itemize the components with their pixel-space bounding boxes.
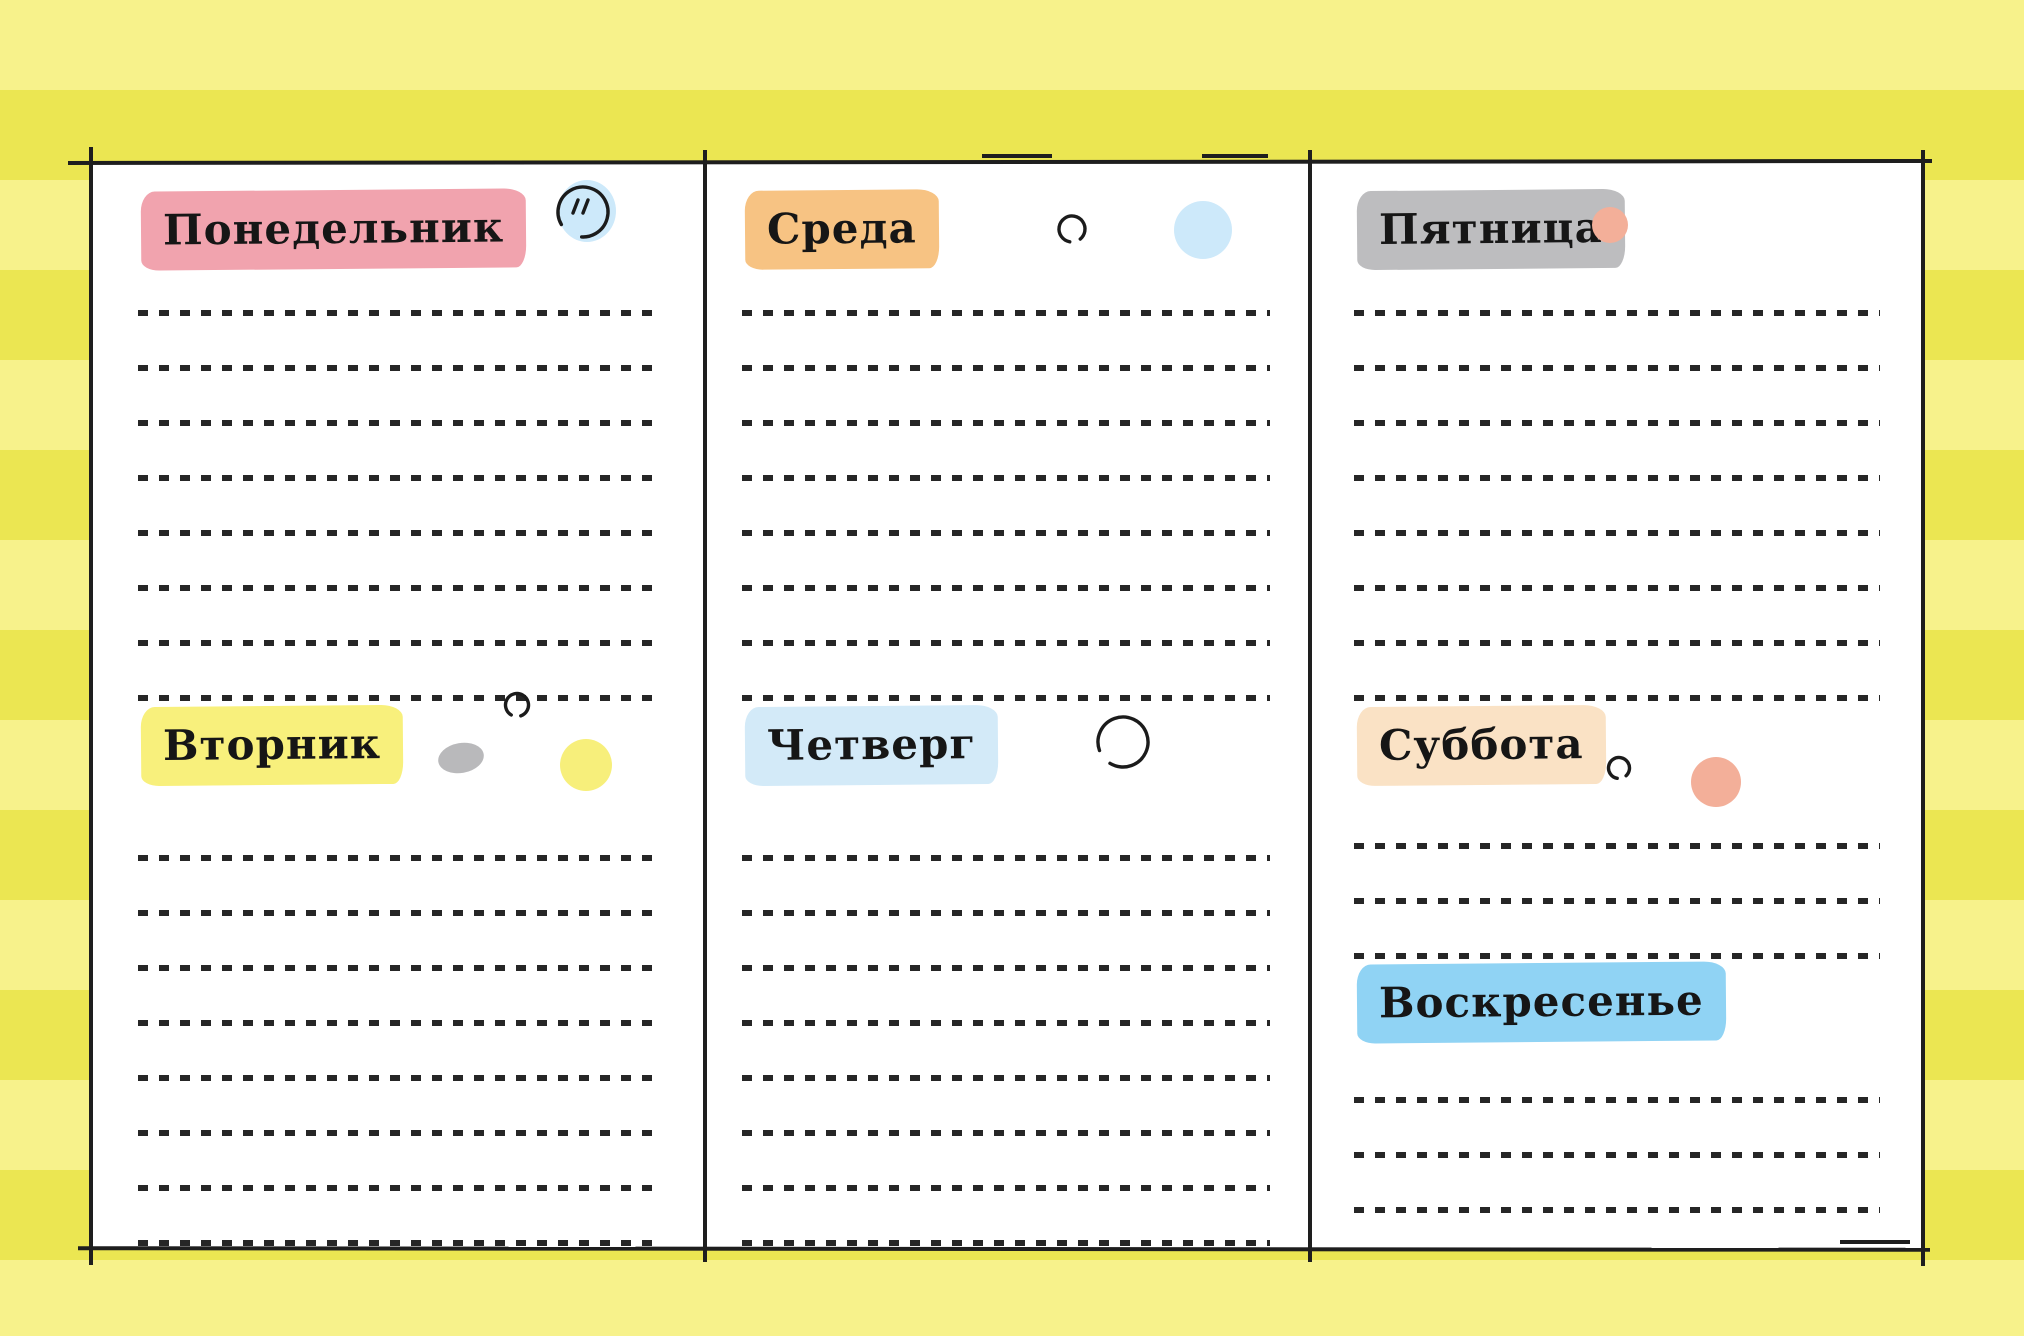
- ruled-line: [138, 855, 655, 861]
- day-lines-tuesday: [138, 855, 655, 1295]
- day-label-wednesday: Среда: [744, 189, 940, 270]
- ruled-line: [1354, 640, 1880, 646]
- column-divider-1: [703, 150, 707, 1262]
- gray-dot-icon: [438, 742, 484, 774]
- ruled-line: [742, 695, 1270, 701]
- ruled-line: [1354, 843, 1880, 849]
- border-overstroke: [1840, 1240, 1910, 1244]
- scribble-circle-icon: [503, 691, 531, 719]
- scribble-circle-icon: [1096, 715, 1150, 769]
- ruled-line: [138, 910, 655, 916]
- ruled-line: [742, 910, 1270, 916]
- page-border-top: [67, 159, 1933, 165]
- ruled-line: [138, 475, 655, 481]
- ruled-line: [138, 310, 655, 316]
- ruled-line: [742, 965, 1270, 971]
- scribble-circle-icon: [1606, 755, 1632, 781]
- day-lines-sunday: [1354, 1097, 1880, 1262]
- scribble-circle-icon: [556, 185, 610, 239]
- page-border-right: [1921, 150, 1925, 1266]
- tick-marks-icon: [571, 198, 590, 215]
- ruled-line: [138, 1075, 655, 1081]
- ruled-line: [1354, 530, 1880, 536]
- day-lines-friday: [1354, 310, 1880, 750]
- ruled-line: [742, 1075, 1270, 1081]
- day-lines-thursday: [742, 855, 1270, 1295]
- ruled-line: [138, 640, 655, 646]
- ruled-line: [1354, 898, 1880, 904]
- ruled-line: [742, 855, 1270, 861]
- blue-dot-icon: [1174, 201, 1232, 259]
- day-label-monday: Понедельник: [140, 188, 527, 271]
- ruled-line: [138, 695, 655, 701]
- ruled-line: [138, 420, 655, 426]
- blue-blob-scribbled-circle-icon: [556, 180, 616, 242]
- ruled-line: [1354, 365, 1880, 371]
- ruled-line: [742, 365, 1270, 371]
- ruled-line: [1354, 475, 1880, 481]
- ruled-line: [138, 965, 655, 971]
- ruled-line: [742, 420, 1270, 426]
- ruled-line: [138, 1185, 655, 1191]
- page-border-left: [89, 147, 93, 1265]
- day-lines-saturday: [1354, 843, 1880, 1008]
- ruled-line: [138, 585, 655, 591]
- day-label-friday: Пятница: [1356, 188, 1626, 271]
- day-lines-monday: [138, 310, 655, 750]
- ruled-line: [138, 365, 655, 371]
- border-overstroke: [1202, 154, 1268, 158]
- yellow-dot-icon: [560, 739, 612, 791]
- ruled-line: [1354, 310, 1880, 316]
- ruled-line: [742, 475, 1270, 481]
- ruled-line: [742, 585, 1270, 591]
- ruled-line: [138, 530, 655, 536]
- ruled-line: [742, 530, 1270, 536]
- salmon-dot-icon: [1592, 207, 1628, 243]
- ruled-line: [1354, 953, 1880, 959]
- ruled-line: [742, 640, 1270, 646]
- border-overstroke: [982, 154, 1052, 158]
- ruled-line: [1354, 1152, 1880, 1158]
- planner-page: Понедельник Вторник Среда Четверг Пятниц…: [67, 147, 1933, 1266]
- ruled-line: [138, 1240, 655, 1246]
- ruled-line: [1354, 1097, 1880, 1103]
- scribble-circle-icon: [1057, 214, 1087, 244]
- ruled-line: [742, 1240, 1270, 1246]
- ruled-line: [1354, 420, 1880, 426]
- salmon-dot-icon: [1691, 757, 1741, 807]
- column-divider-2: [1308, 150, 1312, 1262]
- ruled-line: [742, 1130, 1270, 1136]
- ruled-line: [138, 1020, 655, 1026]
- day-lines-wednesday: [742, 310, 1270, 750]
- ruled-line: [742, 310, 1270, 316]
- ruled-line: [138, 1130, 655, 1136]
- ruled-line: [1354, 585, 1880, 591]
- ruled-line: [742, 1185, 1270, 1191]
- ruled-line: [1354, 695, 1880, 701]
- ruled-line: [1354, 1207, 1880, 1213]
- ruled-line: [742, 1020, 1270, 1026]
